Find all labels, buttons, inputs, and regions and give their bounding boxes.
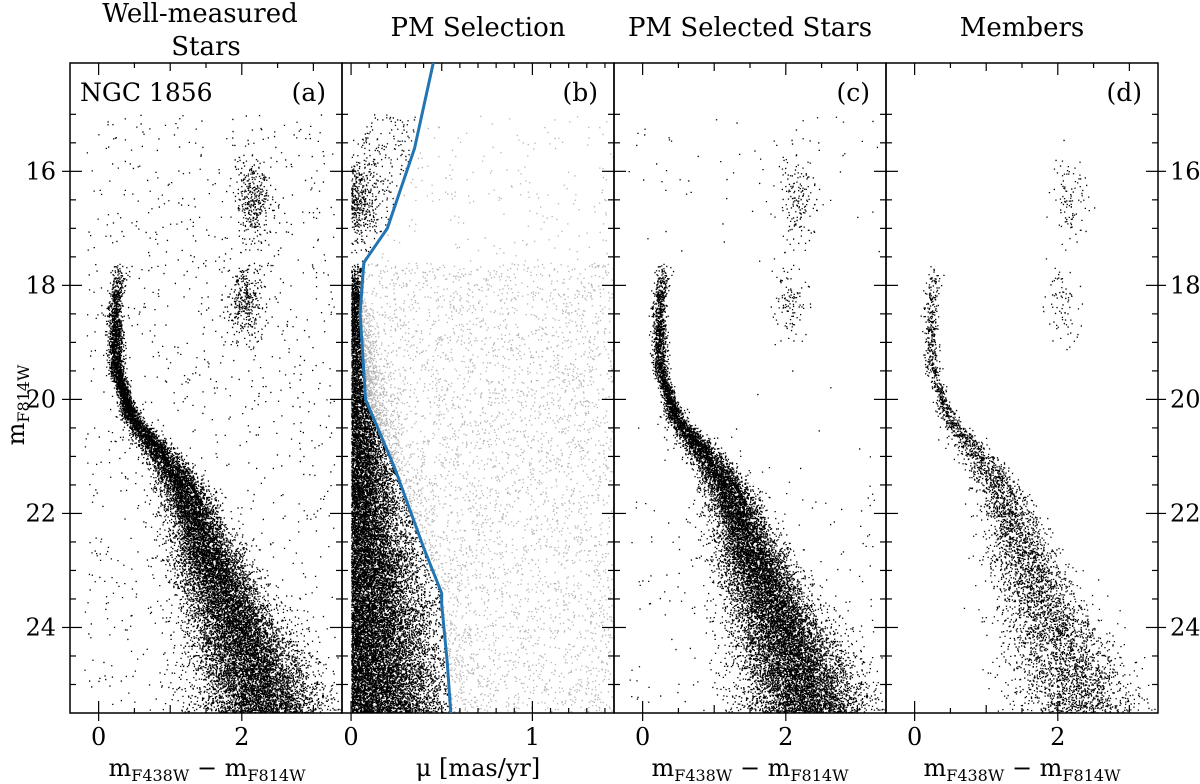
y-tick-label-right: 24 [1170,613,1200,641]
panel-a-tag: (a) [292,78,326,107]
y-tick-label-right: 18 [1170,271,1200,299]
y-tick-label-right: 22 [1170,499,1200,527]
panel-b-xlabel: μ [mas/yr] [416,754,540,782]
panel-c-title: PM Selected Stars [628,13,872,43]
y-axis-label: mF814W [2,364,33,445]
panel-d-stars [921,140,1156,714]
panel-a-title-line1: Well-measured [102,0,298,29]
panel-c-stars [629,117,886,715]
panel-a-stars [84,114,341,714]
panel-d-tag: (d) [1106,78,1142,107]
panel-d-title: Members [960,13,1084,43]
x-tick-label: 2 [1050,723,1065,751]
panel-b-selected-stars [351,114,451,714]
x-tick-label: 0 [907,723,922,751]
panel-b-title: PM Selection [390,13,565,43]
x-tick-label: 0 [635,723,650,751]
x-tick-label: 2 [778,723,793,751]
star-points [84,114,1155,714]
x-tick-label: 1 [525,723,540,751]
panel-c-frame [614,63,886,713]
y-tick-label-left: 24 [25,613,56,641]
x-tick-label: 0 [343,723,358,751]
y-tick-label-left: 18 [25,271,56,299]
panel-a-frame [70,63,342,713]
y-tick-label-left: 22 [25,499,56,527]
panel-a-xlabel: mF438W − mF814W [108,754,306,784]
panel-c-tag: (c) [836,78,870,107]
panel-c-xlabel: mF438W − mF814W [651,754,849,784]
y-tick-label-right: 16 [1170,157,1200,185]
x-tick-label: 0 [91,723,106,751]
panel-a-title-line2: Stars [171,32,241,62]
y-tick-label-right: 20 [1170,385,1200,413]
panel-b-tag: (b) [562,78,598,107]
panel-d-frame [886,63,1158,713]
panel-d-xlabel: mF438W − mF814W [923,754,1121,784]
y-tick-label-left: 16 [25,157,56,185]
panel-a-annotation: NGC 1856 [80,78,213,107]
x-tick-label: 2 [234,723,249,751]
